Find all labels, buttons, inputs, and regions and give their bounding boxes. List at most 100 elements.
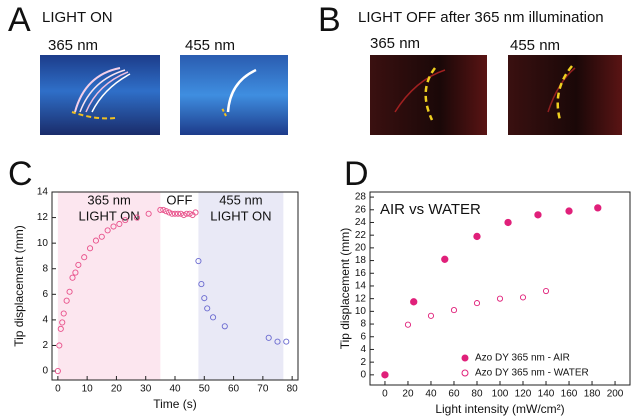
data-point	[63, 297, 70, 304]
y-tick-label: 2	[360, 357, 366, 368]
data-point	[145, 210, 152, 217]
y-tick-label: 20	[355, 243, 367, 254]
x-tick-label: 120	[515, 389, 532, 400]
data-point	[98, 233, 105, 240]
data-point	[72, 269, 79, 276]
data-point	[450, 307, 458, 314]
legend-marker	[461, 354, 469, 362]
region-label: 365 nm	[87, 192, 130, 207]
y-tick-label: 8	[42, 263, 48, 274]
data-point	[59, 319, 66, 326]
panel-title: LIGHT ON	[42, 9, 113, 26]
data-point	[381, 371, 389, 378]
y-tick-label: 14	[37, 187, 49, 198]
data-point	[133, 214, 140, 221]
data-point	[534, 211, 542, 219]
region-label: LIGHT ON	[210, 208, 271, 223]
data-point	[504, 218, 512, 227]
data-point	[54, 367, 61, 375]
data-point	[69, 274, 76, 281]
panel-letter: C	[8, 155, 33, 193]
data-point	[183, 210, 190, 217]
panel-letter: A	[8, 1, 31, 39]
x-tick-label: 180	[584, 389, 601, 400]
y-tick-label: 0	[42, 366, 48, 377]
chart-title: AIR vs WATER	[380, 201, 481, 218]
y-tick-label: 26	[355, 204, 367, 215]
x-tick-label: 20	[402, 389, 414, 400]
data-point	[427, 312, 435, 319]
data-point	[166, 209, 173, 216]
y-tick-label: 16	[355, 268, 367, 279]
data-point	[265, 334, 272, 341]
x-tick-label: 50	[199, 384, 211, 395]
data-point	[81, 254, 88, 261]
data-point	[169, 210, 176, 217]
x-tick-label: 10	[82, 384, 94, 395]
y-tick-label: 12	[37, 212, 49, 223]
data-point	[404, 321, 412, 328]
x-tick-label: 80	[287, 384, 299, 395]
x-tick-label: 40	[169, 384, 181, 395]
data-point	[56, 342, 63, 349]
y-tick-label: 6	[42, 289, 48, 300]
data-point	[186, 210, 193, 217]
data-point	[542, 287, 550, 295]
x-tick-label: 40	[425, 389, 437, 400]
y-tick-label: 22	[355, 230, 367, 241]
data-point	[122, 217, 129, 224]
region-label: 455 nm	[219, 192, 262, 207]
data-point	[381, 371, 389, 379]
data-point	[171, 210, 179, 217]
y-tick-label: 10	[355, 306, 367, 317]
data-point	[195, 258, 202, 265]
x-tick-label: 60	[228, 384, 240, 395]
x-tick-label: 160	[561, 389, 578, 400]
photo-label: 455 nm	[510, 37, 560, 54]
x-tick-label: 100	[492, 389, 509, 400]
data-point	[75, 261, 82, 268]
data-point	[116, 220, 123, 228]
y-tick-label: 24	[355, 217, 367, 228]
x-tick-label: 140	[538, 389, 555, 400]
y-tick-label: 6	[360, 331, 366, 342]
data-point	[104, 227, 111, 234]
legend-marker	[461, 369, 469, 377]
y-tick-label: 4	[360, 344, 366, 355]
photo	[40, 55, 160, 135]
data-point	[221, 323, 228, 330]
data-point	[87, 245, 94, 252]
data-point	[594, 204, 602, 212]
data-point	[180, 211, 187, 219]
legend-label: Azo DY 365 nm - AIR	[475, 353, 570, 364]
y-tick-label: 10	[37, 238, 49, 249]
photo-label: 365 nm	[48, 37, 98, 54]
data-point	[496, 295, 504, 302]
x-tick-label: 80	[471, 389, 483, 400]
data-point	[174, 210, 181, 217]
photo	[370, 55, 487, 135]
x-tick-label: 30	[140, 384, 152, 395]
x-axis-label: Light intensity (mW/cm²)	[435, 402, 564, 416]
photo-label: 455 nm	[185, 37, 235, 54]
data-point	[565, 207, 573, 215]
y-tick-label: 14	[355, 281, 367, 292]
data-point	[201, 295, 208, 302]
data-point	[410, 298, 418, 306]
data-point	[204, 305, 211, 312]
photo-label: 365 nm	[370, 35, 420, 52]
shaded-region	[57, 192, 161, 380]
x-tick-label: 0	[382, 389, 388, 400]
data-point	[177, 210, 184, 217]
data-point	[192, 209, 199, 216]
y-tick-label: 8	[360, 319, 366, 330]
x-axis-label: Time (s)	[153, 397, 197, 411]
panel-letter: B	[318, 1, 341, 39]
data-point	[473, 300, 481, 307]
data-point	[160, 206, 167, 213]
panel-letter: D	[344, 155, 369, 193]
data-point	[163, 208, 170, 215]
data-point	[66, 288, 73, 295]
x-tick-label: 60	[448, 389, 460, 400]
